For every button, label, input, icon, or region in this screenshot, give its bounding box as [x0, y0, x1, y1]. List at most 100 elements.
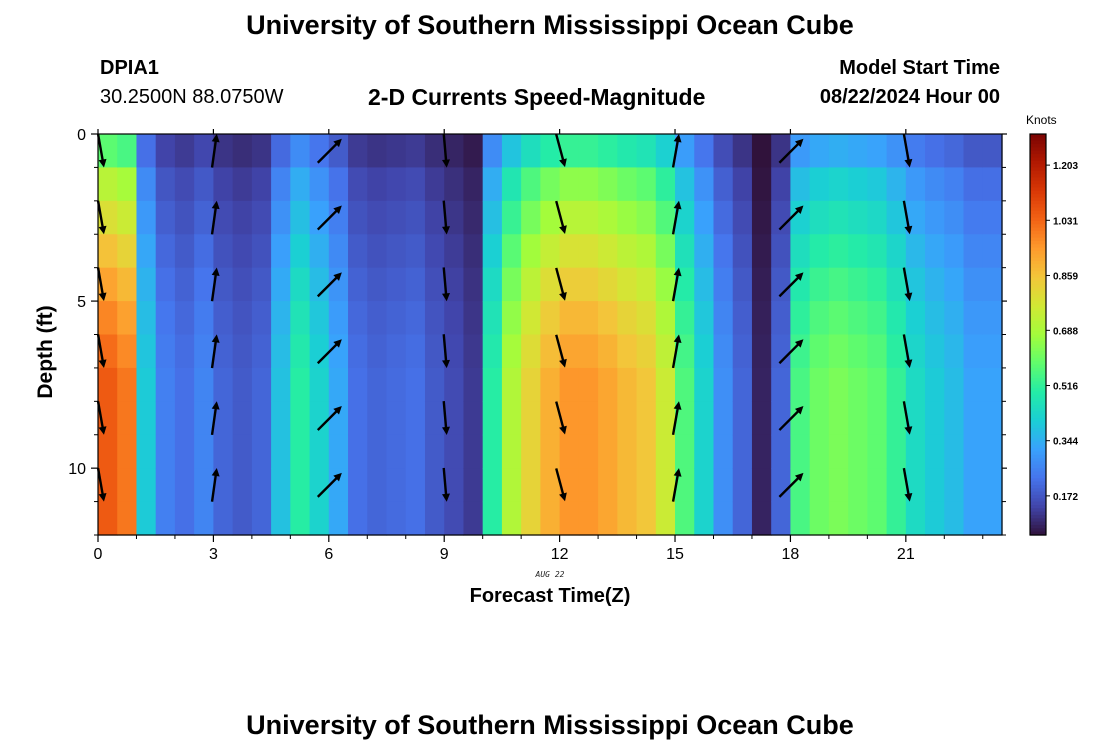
heatmap-cell [559, 501, 580, 536]
heatmap-cell [501, 501, 522, 536]
heatmap-cell [982, 334, 1003, 369]
heatmap-cell [617, 167, 638, 202]
colorbar-band [1030, 247, 1046, 252]
current-arrow [96, 401, 107, 435]
heatmap-cell [848, 134, 868, 169]
heatmap-cell [655, 501, 676, 536]
heatmap-cell [771, 434, 792, 469]
colorbar-band [1030, 150, 1046, 155]
heatmap-cell [963, 434, 984, 469]
colorbar-tick-label: 0.688 [1053, 326, 1078, 337]
colorbar-band [1030, 281, 1046, 285]
heatmap-cell [617, 334, 638, 369]
heatmap-cell [540, 501, 561, 536]
heatmap-cell [251, 334, 272, 369]
heatmap-cell [848, 401, 868, 436]
heatmap-cell [424, 367, 445, 402]
heatmap-cell [636, 267, 657, 302]
heatmap-cell [501, 401, 522, 436]
colorbar-band [1030, 180, 1046, 185]
heatmap-cell [521, 334, 541, 369]
heatmap-cell [405, 367, 426, 402]
heatmap-cell [886, 367, 907, 402]
heatmap-cell [463, 234, 484, 269]
heatmap-cell [482, 167, 503, 202]
heatmap-cell [732, 200, 753, 235]
colorbar-band [1030, 381, 1046, 386]
heatmap-cell [386, 301, 407, 336]
colorbar-band [1030, 504, 1046, 509]
colorbar-band [1030, 144, 1046, 148]
heatmap-cell [925, 167, 945, 202]
heatmap-cell [482, 401, 503, 436]
heatmap-cell [675, 301, 695, 336]
current-arrow [442, 467, 450, 502]
heatmap-cell [751, 401, 772, 436]
heatmap-cell [925, 367, 945, 402]
heatmap-cell [732, 134, 753, 169]
heatmap-cell [809, 367, 830, 402]
heatmap-cell [886, 301, 907, 336]
heatmap-cell [174, 501, 195, 536]
heatmap-cell [732, 267, 753, 302]
colorbar-band [1030, 394, 1046, 399]
heatmap-cell [982, 401, 1003, 436]
heatmap-cell [771, 200, 792, 235]
heatmap-cell [886, 234, 907, 269]
heatmap-cell [732, 367, 753, 402]
colorbar-band [1030, 244, 1046, 249]
heatmap-cell [694, 167, 715, 202]
heatmap-cell [578, 167, 599, 202]
heatmap-cell [713, 301, 734, 336]
heatmap-cell [771, 367, 792, 402]
colorbar-band [1030, 351, 1046, 356]
heatmap-cell [598, 434, 618, 469]
heatmap-cell [751, 367, 772, 402]
heatmap-cell [328, 234, 349, 269]
heatmap-cell [828, 367, 849, 402]
current-arrow [671, 401, 682, 435]
heatmap-cell [944, 468, 965, 503]
heatmap-cell [828, 167, 849, 202]
heatmap-cell [386, 267, 407, 302]
colorbar-band [1030, 414, 1046, 419]
heatmap-cell [771, 267, 792, 302]
colorbar-band [1030, 240, 1046, 245]
heatmap-cell [251, 501, 272, 536]
heatmap-cell [271, 167, 291, 202]
heatmap-cell [271, 468, 291, 503]
colorbar-band [1030, 204, 1046, 209]
heatmap-cell [367, 267, 388, 302]
heatmap-cell [155, 301, 176, 336]
heatmap-cell [598, 301, 618, 336]
colorbar-band [1030, 311, 1046, 316]
heatmap-cell [867, 134, 888, 169]
heatmap-cell [655, 301, 676, 336]
current-arrow [96, 133, 107, 168]
heatmap-cell [463, 401, 484, 436]
heatmap-cell [790, 167, 811, 202]
heatmap-cell [194, 134, 215, 169]
heatmap-cell [636, 468, 657, 503]
heatmap-cell [655, 468, 676, 503]
heatmap-cell [559, 167, 580, 202]
heatmap-cell [828, 134, 849, 169]
current-arrow [210, 334, 220, 369]
current-arrow [671, 200, 682, 235]
heatmap-cell [790, 301, 811, 336]
heatmap-cell [367, 334, 388, 369]
heatmap-cell [694, 267, 715, 302]
heatmap-cell [655, 434, 676, 469]
heatmap-cell [732, 501, 753, 536]
heatmap-cell [713, 200, 734, 235]
heatmap-cell [771, 468, 792, 503]
heatmap-cell [944, 301, 965, 336]
heatmap-cell [98, 434, 118, 469]
heatmap-cell [290, 468, 311, 503]
colorbar-band [1030, 434, 1046, 439]
heatmap-cell [867, 267, 888, 302]
current-arrow [96, 467, 107, 502]
colorbar-band [1030, 344, 1046, 349]
heatmap-cell [444, 501, 465, 536]
